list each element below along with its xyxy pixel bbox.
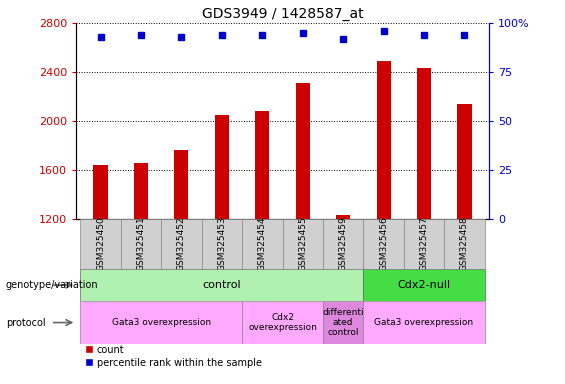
Bar [93,165,107,219]
Text: GSM325450: GSM325450 [96,217,105,271]
Text: GSM325457: GSM325457 [420,217,428,271]
Text: GSM325453: GSM325453 [218,217,227,271]
Text: Cdx2-null: Cdx2-null [397,280,451,290]
Title: GDS3949 / 1428587_at: GDS3949 / 1428587_at [202,7,363,21]
Text: GSM325459: GSM325459 [338,217,347,271]
Bar [255,111,270,219]
Bar [242,301,323,344]
Bar [134,162,148,219]
Text: GSM325458: GSM325458 [460,217,469,271]
Text: GSM325452: GSM325452 [177,217,186,271]
Bar [336,215,350,219]
Text: Gata3 overexpression: Gata3 overexpression [375,318,473,327]
Bar [80,301,242,344]
Text: GSM325456: GSM325456 [379,217,388,271]
Bar [444,219,485,269]
Bar [458,104,472,219]
Bar [323,301,363,344]
Bar [80,219,121,269]
Bar [242,219,282,269]
Bar [376,61,390,219]
Bar [80,269,363,301]
Bar [282,219,323,269]
Bar [175,151,189,219]
Text: Gata3 overexpression: Gata3 overexpression [112,318,211,327]
Bar [363,301,485,344]
Bar [363,269,485,301]
Text: differenti
ated
control: differenti ated control [323,308,364,338]
Legend: count, percentile rank within the sample: count, percentile rank within the sample [81,341,266,371]
Bar [121,219,161,269]
Bar [363,219,404,269]
Bar [417,68,431,219]
Bar [215,115,229,219]
Text: GSM325454: GSM325454 [258,217,267,271]
Text: control: control [202,280,241,290]
Text: GSM325455: GSM325455 [298,217,307,271]
Bar [202,219,242,269]
Text: GSM325451: GSM325451 [137,217,145,271]
Bar [404,219,444,269]
Bar [161,219,202,269]
Text: genotype/variation: genotype/variation [6,280,98,290]
Text: Cdx2
overexpression: Cdx2 overexpression [248,313,317,332]
Bar [323,219,363,269]
Text: protocol: protocol [6,318,45,328]
Bar [295,83,310,219]
